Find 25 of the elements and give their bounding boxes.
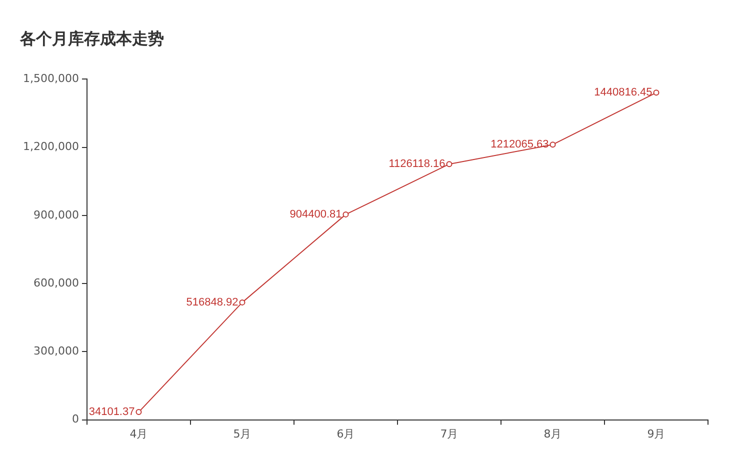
y-tick-label: 300,000 — [33, 344, 79, 358]
y-tick-label: 1,500,000 — [23, 72, 79, 86]
x-tick-label: 9月 — [647, 427, 666, 440]
point — [550, 142, 556, 148]
x-tick-label: 8月 — [544, 427, 562, 440]
point — [136, 409, 142, 416]
y-tick-label: 0 — [72, 412, 79, 426]
point — [653, 90, 660, 96]
y-tick-label: 600,000 — [33, 276, 79, 290]
data-label: 1440816.45 — [594, 86, 652, 99]
point — [446, 161, 452, 168]
chart-title: 各个月库存成本走势 — [19, 28, 164, 48]
data-label: 1126118.16 — [388, 158, 446, 170]
data-label: 1212065.63 — [490, 138, 549, 151]
x-tick-label: 5月 — [233, 427, 252, 440]
y-tick-label: 1,200,000 — [23, 140, 79, 154]
y-tick-label: 900,000 — [33, 208, 79, 222]
x-tick-label: 7月 — [440, 427, 458, 440]
data-label: 34101.37 — [88, 406, 135, 418]
data-label: 904400.81 — [290, 208, 342, 220]
x-tick-label: 4月 — [130, 427, 148, 440]
point — [342, 211, 349, 218]
x-tick-label: 6月 — [336, 427, 355, 440]
data-label: 516848.92 — [186, 296, 238, 308]
point — [239, 299, 246, 306]
